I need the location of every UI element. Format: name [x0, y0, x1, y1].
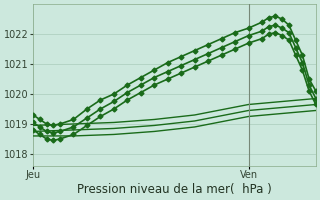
X-axis label: Pression niveau de la mer(  hPa ): Pression niveau de la mer( hPa ): [77, 183, 272, 196]
